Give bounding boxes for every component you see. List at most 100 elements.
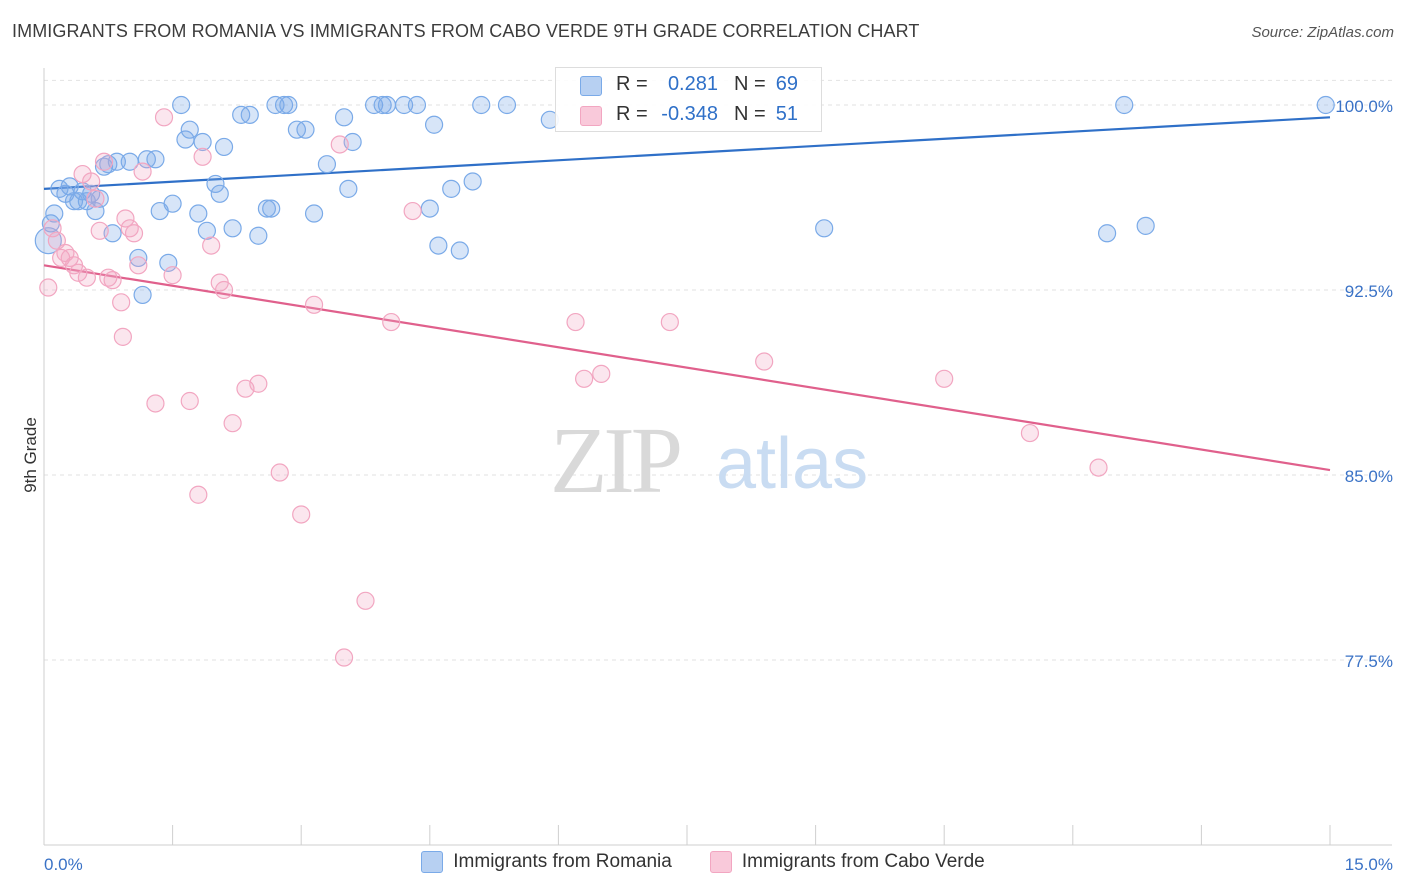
- n-label: N =: [734, 73, 766, 95]
- romania-swatch: [580, 76, 602, 96]
- cabo-verde-point: [249, 374, 268, 393]
- cabo-verde-point: [113, 327, 132, 346]
- romania-point: [45, 204, 64, 223]
- cabo-verde-point: [154, 108, 174, 127]
- romania-point: [304, 204, 324, 223]
- watermark-atlas: atlas: [716, 424, 868, 504]
- romania-point: [210, 184, 229, 203]
- romania-point: [424, 115, 444, 134]
- romania-point: [133, 285, 152, 305]
- romania-point: [373, 95, 392, 115]
- romania-point: [1136, 216, 1155, 235]
- romania-trend-line: [43, 116, 1331, 190]
- cabo-verde-point: [1020, 423, 1040, 443]
- y-tick-label: 77.5%: [1345, 652, 1393, 671]
- romania-point: [189, 204, 208, 223]
- cabo-verde-point: [103, 271, 122, 290]
- cabo-verde-point: [47, 231, 66, 250]
- romania-point: [163, 194, 182, 213]
- romania-point: [442, 179, 461, 198]
- romania-point: [107, 152, 126, 171]
- cabo-verde-swatch: [580, 106, 602, 126]
- legend-item-romania: Immigrants from Romania: [421, 851, 672, 873]
- cabo-verde-point: [82, 172, 101, 191]
- cabo-verde-point: [755, 352, 774, 371]
- romania-point: [377, 95, 397, 115]
- legend-row-cabo-verde: R = -0.348 N = 51: [556, 100, 821, 130]
- cabo-verde-point: [129, 256, 148, 275]
- n-value: 69: [775, 73, 798, 95]
- romania-point: [339, 179, 358, 198]
- romania-point: [450, 241, 469, 260]
- cabo-verde-point: [214, 280, 234, 300]
- correlation-legend: R = 0.281 N = 69 R = -0.348 N = 51: [555, 67, 822, 132]
- cabo-verde-point: [180, 391, 199, 411]
- romania-point: [197, 221, 216, 240]
- cabo-verde-point: [575, 369, 594, 388]
- romania-point: [193, 132, 212, 152]
- cabo-verde-point: [202, 236, 221, 255]
- x-tick-label: 0.0%: [44, 855, 83, 874]
- watermark: ZIP atlas: [550, 409, 868, 513]
- r-value: -0.348: [661, 103, 718, 125]
- romania-point: [1316, 95, 1335, 115]
- legend-row-romania: R = 0.281 N = 69: [556, 70, 821, 100]
- data-points: [34, 95, 1335, 667]
- axes: [43, 68, 1392, 846]
- romania-point: [240, 105, 259, 124]
- romania-point: [296, 120, 315, 139]
- romania-point: [429, 236, 448, 255]
- romania-point: [249, 226, 268, 245]
- romania-point: [317, 155, 337, 174]
- cabo-verde-point: [223, 414, 242, 433]
- romania-point: [50, 179, 69, 198]
- cabo-verde-point: [660, 312, 679, 332]
- cabo-verde-point: [112, 293, 131, 312]
- cabo-verde-point: [1089, 458, 1108, 477]
- romania-point: [334, 108, 354, 127]
- cabo-verde-legend-swatch: [709, 851, 732, 873]
- tick-labels: 77.5% 85.0% 92.5% 100.0% 0.0% 15.0%: [44, 97, 1393, 874]
- romania-point: [1097, 224, 1117, 243]
- romania-point: [420, 199, 439, 218]
- romania-point: [214, 137, 234, 157]
- series-legend: Immigrants from Romania Immigrants from …: [0, 851, 1406, 873]
- grid-lines: [44, 79, 1392, 661]
- cabo-verde-point: [189, 485, 208, 504]
- romania-point: [407, 95, 427, 115]
- romania-point: [262, 199, 281, 218]
- cabo-verde-point: [403, 201, 422, 221]
- cabo-verde-point: [566, 312, 585, 332]
- y-tick-label: 92.5%: [1345, 282, 1393, 301]
- cabo-verde-point: [39, 278, 58, 297]
- romania-point: [257, 199, 277, 218]
- cabo-verde-point: [69, 263, 88, 282]
- cabo-verde-point: [330, 135, 349, 154]
- romania-point: [180, 120, 199, 139]
- x-tick-label: 15.0%: [1345, 855, 1393, 874]
- romania-point: [279, 95, 298, 115]
- cabo-verde-point: [292, 505, 311, 524]
- romania-point: [206, 174, 225, 194]
- cabo-verde-point: [334, 648, 354, 667]
- romania-point: [394, 95, 414, 115]
- cabo-verde-point: [86, 189, 105, 208]
- source-credit: Source: ZipAtlas.com: [1251, 24, 1394, 41]
- romania-legend-swatch: [421, 851, 444, 873]
- romania-point: [90, 189, 109, 208]
- cabo-verde-point: [163, 266, 182, 285]
- romania-point: [129, 248, 148, 268]
- cabo-verde-point: [77, 268, 96, 287]
- r-label: R =: [616, 103, 648, 125]
- legend-item-cabo-verde: Immigrants from Cabo Verde: [709, 851, 985, 873]
- cabo-verde-point: [146, 394, 165, 413]
- r-label: R =: [616, 73, 648, 95]
- cabo-verde-point: [116, 209, 135, 228]
- cabo-verde-point: [270, 463, 289, 482]
- romania-point: [815, 219, 834, 238]
- cabo-verde-point: [193, 147, 212, 166]
- cabo-verde-point: [133, 162, 152, 181]
- romania-point: [146, 150, 165, 169]
- romania-point: [497, 95, 517, 115]
